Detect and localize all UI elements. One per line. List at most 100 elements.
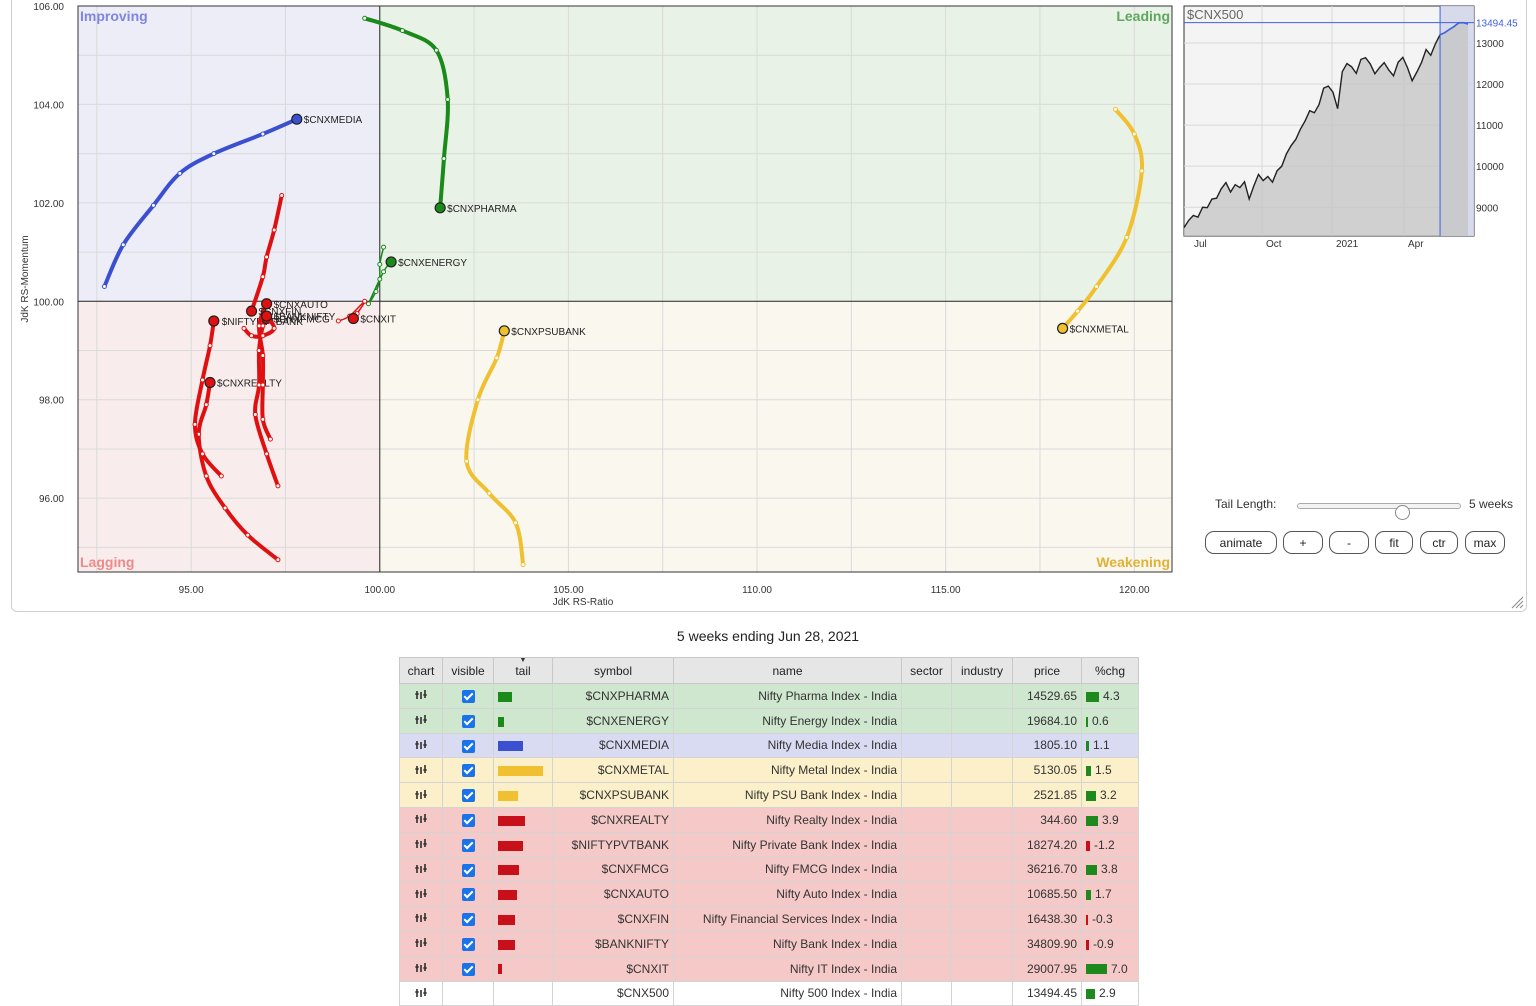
visible-cell[interactable] <box>442 906 494 932</box>
zoom-in-button[interactable]: + <box>1283 531 1323 554</box>
tail-cnxit[interactable]: $CNXIT <box>335 298 396 326</box>
tail-cnxrealty[interactable]: $CNXREALTY <box>196 376 282 563</box>
fit-button[interactable]: fit <box>1375 531 1413 554</box>
visible-cell[interactable] <box>442 856 494 883</box>
chart-cell[interactable] <box>399 906 443 932</box>
chart-icon[interactable] <box>415 962 427 976</box>
chart-cell[interactable] <box>399 831 443 858</box>
tail-head[interactable] <box>385 256 397 268</box>
tail-cnxpharma[interactable]: $CNXPHARMA <box>362 15 517 215</box>
header-chg[interactable]: %chg <box>1081 657 1139 684</box>
visible-cell[interactable] <box>442 881 494 908</box>
tail-cnxenergy[interactable]: $CNXENERGY <box>365 244 467 307</box>
symbol-cell[interactable]: $CNXPHARMA <box>552 683 674 709</box>
chart-cell[interactable] <box>399 757 443 784</box>
table-row[interactable]: $CNXREALTY Nifty Realty Index - India 344.… <box>399 806 1139 833</box>
visible-checkbox[interactable] <box>461 888 475 902</box>
chart-icon[interactable] <box>415 987 427 1001</box>
chart-cell[interactable] <box>399 806 443 833</box>
header-industry[interactable]: industry <box>951 657 1013 684</box>
symbol-cell[interactable]: $CNXAUTO <box>552 881 674 908</box>
chart-icon[interactable] <box>415 739 427 753</box>
chart-cell[interactable] <box>399 782 443 808</box>
tail-head[interactable] <box>498 325 510 337</box>
tail-head[interactable] <box>1056 322 1069 334</box>
symbol-cell[interactable]: $NIFTYPVTBANK <box>552 831 674 858</box>
chart-cell[interactable] <box>399 955 443 982</box>
tail-cnxauto[interactable]: $CNXAUTO <box>256 298 328 442</box>
table-row[interactable]: $CNXPSUBANK Nifty PSU Bank Index - India 2… <box>399 782 1139 808</box>
tail-cnxmedia[interactable]: $CNXMEDIA <box>101 113 362 290</box>
symbol-cell[interactable]: $CNXMEDIA <box>552 732 674 759</box>
visible-cell[interactable] <box>442 930 494 957</box>
animate-button[interactable]: animate <box>1205 531 1277 554</box>
visible-cell[interactable] <box>442 707 494 734</box>
chart-icon[interactable] <box>415 689 427 703</box>
visible-checkbox[interactable] <box>461 739 475 753</box>
table-row[interactable]: $CNXMETAL Nifty Metal Index - India 5130.0… <box>399 757 1139 784</box>
table-row[interactable]: $CNXAUTO Nifty Auto Index - India 10685.50… <box>399 881 1139 908</box>
tail-head[interactable] <box>291 113 303 125</box>
header-name[interactable]: name <box>673 657 902 684</box>
visible-cell[interactable] <box>442 683 494 709</box>
chart-icon[interactable] <box>415 912 427 926</box>
chart-icon[interactable] <box>415 937 427 951</box>
header-tail[interactable]: ▼ tail <box>493 657 553 684</box>
visible-cell[interactable] <box>442 831 494 858</box>
chart-cell[interactable] <box>399 930 443 957</box>
symbol-cell[interactable]: $CNXPSUBANK <box>552 782 674 808</box>
table-row[interactable]: $CNXPHARMA Nifty Pharma Index - India 1452… <box>399 683 1139 709</box>
symbol-cell[interactable]: $CNX500 <box>552 980 674 1006</box>
chart-icon[interactable] <box>415 764 427 778</box>
header-visible[interactable]: visible <box>442 657 494 684</box>
visible-cell[interactable] <box>442 955 494 982</box>
tail-head[interactable] <box>347 312 359 325</box>
symbol-cell[interactable]: $CNXMETAL <box>552 757 674 784</box>
table-row[interactable]: $NIFTYPVTBANK Nifty Private Bank Index - … <box>399 831 1139 858</box>
visible-checkbox[interactable] <box>461 714 475 728</box>
header-sector[interactable]: sector <box>901 657 952 684</box>
header-chart[interactable]: chart <box>399 657 443 684</box>
symbol-cell[interactable]: $BANKNIFTY <box>552 930 674 957</box>
center-button[interactable]: ctr <box>1420 531 1458 554</box>
tail-length-slider-thumb[interactable] <box>1395 505 1410 520</box>
tail-head[interactable] <box>204 376 216 389</box>
table-row[interactable]: $CNXIT Nifty IT Index - India 29007.95 7.0 <box>399 955 1139 982</box>
symbol-cell[interactable]: $CNXFIN <box>552 906 674 932</box>
visible-checkbox[interactable] <box>461 690 475 704</box>
tail-cnxpsubank[interactable]: $CNXPSUBANK <box>464 325 587 568</box>
tail-head[interactable] <box>261 310 273 322</box>
visible-cell[interactable] <box>442 757 494 784</box>
table-row[interactable]: $CNXMEDIA Nifty Media Index - India 1805.1… <box>399 732 1139 759</box>
max-button[interactable]: max <box>1465 531 1505 554</box>
visible-checkbox[interactable] <box>461 913 475 927</box>
tail-head[interactable] <box>208 315 220 327</box>
chart-icon[interactable] <box>415 789 427 803</box>
tail-length-slider-track[interactable] <box>1297 503 1461 520</box>
tail-head[interactable] <box>261 298 273 310</box>
table-row[interactable]: $CNX500 Nifty 500 Index - India 13494.45 2.… <box>399 980 1139 1006</box>
visible-checkbox[interactable] <box>461 814 475 828</box>
visible-cell[interactable] <box>442 732 494 759</box>
symbol-cell[interactable]: $CNXENERGY <box>552 707 674 734</box>
table-row[interactable]: $BANKNIFTY Nifty Bank Index - India 34809.… <box>399 930 1139 957</box>
chart-cell[interactable] <box>399 732 443 759</box>
visible-checkbox[interactable] <box>461 789 475 803</box>
chart-cell[interactable] <box>399 856 443 883</box>
chart-cell[interactable] <box>399 707 443 734</box>
visible-cell[interactable] <box>442 806 494 833</box>
tail-cnxfin[interactable]: $CNXFIN <box>245 192 302 318</box>
chart-cell[interactable] <box>399 683 443 709</box>
chart-icon[interactable] <box>415 888 427 902</box>
visible-checkbox[interactable] <box>461 764 475 778</box>
symbol-cell[interactable]: $CNXIT <box>552 955 674 982</box>
chart-cell[interactable] <box>399 881 443 908</box>
visible-checkbox[interactable] <box>461 938 475 952</box>
visible-checkbox[interactable] <box>461 863 475 877</box>
tail-head[interactable] <box>434 202 446 214</box>
chart-icon[interactable] <box>415 714 427 728</box>
tail-head[interactable] <box>245 305 258 317</box>
table-row[interactable]: $CNXENERGY Nifty Energy Index - India 1968… <box>399 707 1139 734</box>
visible-cell[interactable] <box>442 782 494 808</box>
visible-checkbox[interactable] <box>461 838 475 852</box>
